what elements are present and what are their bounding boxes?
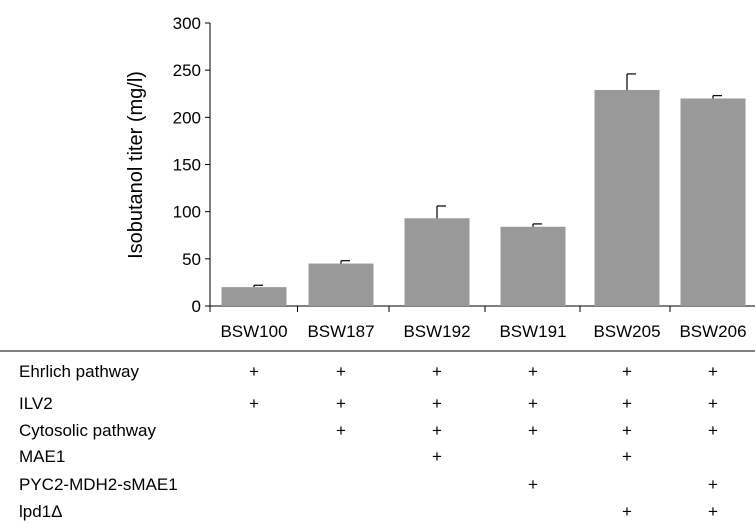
strain-genotype-table: Ehrlich pathway + + + + + + ILV2 + + + + + + Cytosolic… bbox=[0, 350, 755, 521]
genotype-plus-mark: + bbox=[622, 447, 632, 466]
genotype-plus-mark: + bbox=[622, 502, 632, 521]
y-tick-label: 50 bbox=[182, 250, 201, 269]
x-category-label: BSW100 bbox=[220, 322, 287, 341]
genotype-plus-mark: + bbox=[432, 394, 442, 413]
y-tick-label: 150 bbox=[173, 156, 201, 175]
genotype-plus-mark: + bbox=[708, 475, 718, 494]
genotype-row-label: PYC2-MDH2-sMAE1 bbox=[19, 475, 178, 494]
genotype-plus-mark: + bbox=[432, 362, 442, 381]
genotype-plus-mark: + bbox=[432, 421, 442, 440]
genotype-plus-mark: + bbox=[336, 362, 346, 381]
genotype-plus-mark: + bbox=[336, 421, 346, 440]
chart-axes: 0 50 100 150 200 250 300 Isobutanol titer (mg/l… bbox=[125, 14, 755, 341]
genotype-row-label: lpd1Δ bbox=[19, 502, 63, 521]
bar-bsw206 bbox=[680, 98, 746, 306]
bar-bsw187 bbox=[308, 263, 374, 306]
genotype-plus-mark: + bbox=[528, 421, 538, 440]
x-category-label: BSW205 bbox=[593, 322, 660, 341]
genotype-plus-mark: + bbox=[528, 394, 538, 413]
y-tick-label: 100 bbox=[173, 203, 201, 222]
bar-bsw191 bbox=[500, 226, 566, 306]
genotype-plus-mark: + bbox=[528, 475, 538, 494]
y-tick-label: 250 bbox=[173, 61, 201, 80]
y-tick-label: 200 bbox=[173, 108, 201, 127]
genotype-plus-mark: + bbox=[249, 362, 259, 381]
genotype-plus-mark: + bbox=[708, 394, 718, 413]
genotype-plus-mark: + bbox=[622, 362, 632, 381]
genotype-plus-mark: + bbox=[708, 502, 718, 521]
y-tick-label: 300 bbox=[173, 14, 201, 33]
genotype-plus-mark: + bbox=[432, 447, 442, 466]
genotype-row-label: MAE1 bbox=[19, 447, 65, 466]
chart-bars bbox=[221, 73, 746, 306]
x-category-label: BSW192 bbox=[403, 322, 470, 341]
bar-bsw100 bbox=[221, 287, 287, 306]
y-tick-label: 0 bbox=[192, 297, 201, 316]
bar-bsw205 bbox=[594, 89, 660, 306]
genotype-plus-mark: + bbox=[622, 394, 632, 413]
genotype-plus-mark: + bbox=[708, 421, 718, 440]
genotype-row-label: Ehrlich pathway bbox=[19, 362, 140, 381]
genotype-plus-mark: + bbox=[249, 394, 259, 413]
genotype-plus-mark: + bbox=[622, 421, 632, 440]
y-axis-label: Isobutanol titer (mg/l) bbox=[125, 71, 147, 259]
x-category-label: BSW206 bbox=[679, 322, 746, 341]
x-category-label: BSW187 bbox=[307, 322, 374, 341]
x-category-label: BSW191 bbox=[499, 322, 566, 341]
genotype-plus-mark: + bbox=[708, 362, 718, 381]
genotype-row-label: ILV2 bbox=[19, 394, 53, 413]
bar-bsw192 bbox=[404, 218, 470, 306]
genotype-plus-mark: + bbox=[336, 394, 346, 413]
genotype-plus-mark: + bbox=[528, 362, 538, 381]
genotype-row-label: Cytosolic pathway bbox=[19, 421, 157, 440]
